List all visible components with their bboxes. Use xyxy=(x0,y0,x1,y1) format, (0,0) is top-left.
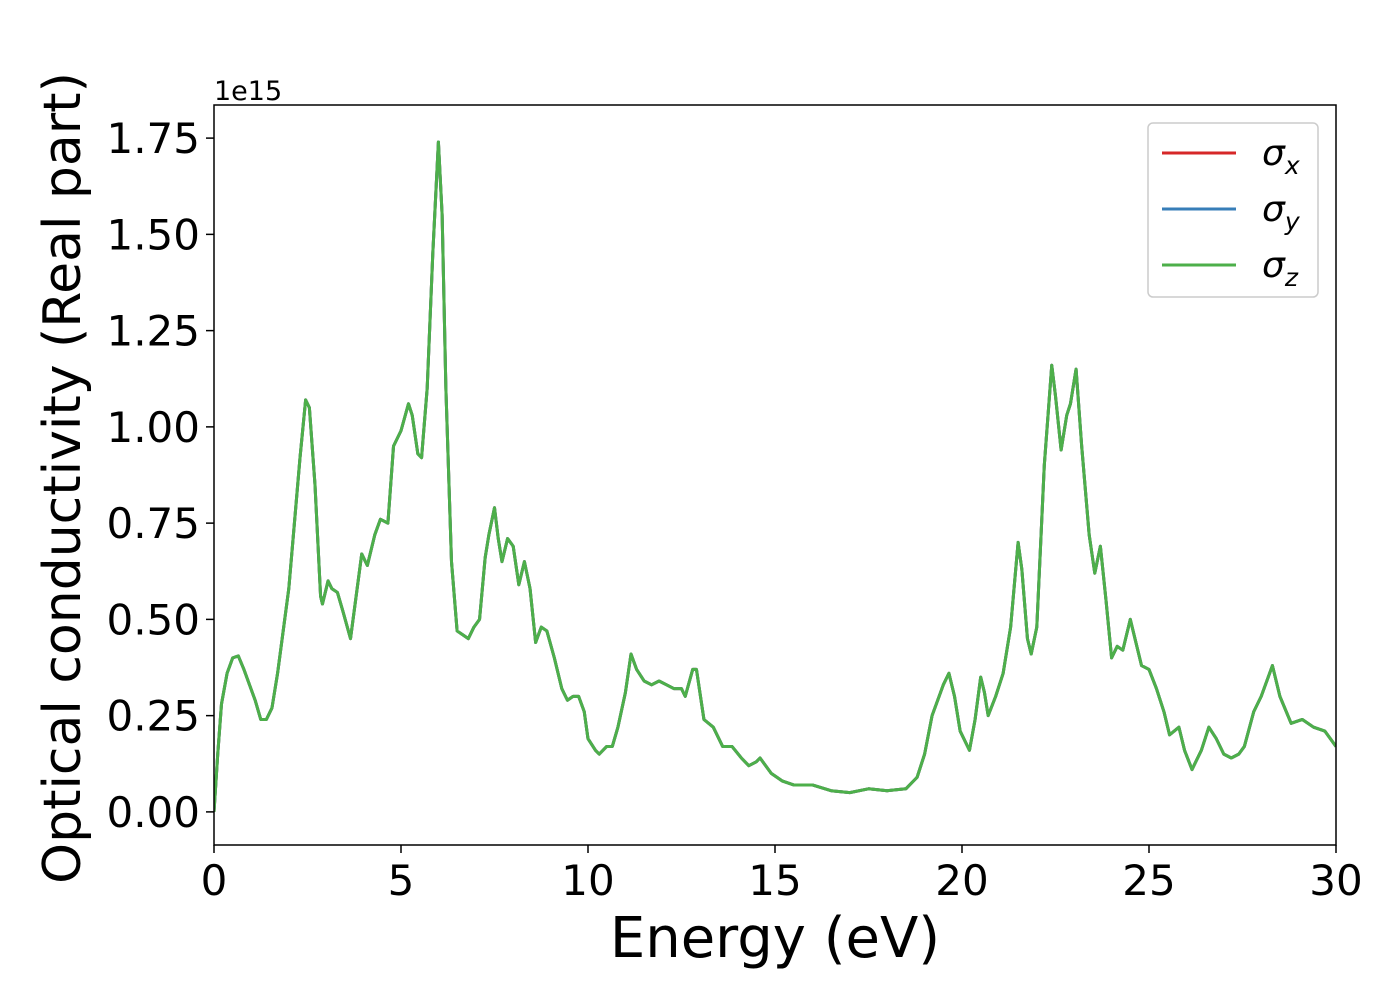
x-tick-label: 15 xyxy=(748,856,801,905)
y-tick-label: 1.00 xyxy=(106,403,200,452)
x-tick-label: 5 xyxy=(388,856,415,905)
x-tick-label: 25 xyxy=(1122,856,1175,905)
offset-label: 1e15 xyxy=(214,76,282,107)
y-tick-label: 0.75 xyxy=(106,499,200,548)
x-tick-label: 10 xyxy=(561,856,614,905)
y-tick-label: 0.50 xyxy=(106,595,200,644)
y-tick-label: 0.00 xyxy=(106,788,200,837)
plot-frame xyxy=(213,104,1337,846)
y-tick-label: 0.25 xyxy=(106,692,200,741)
y-tick-label: 1.50 xyxy=(106,210,200,259)
y-tick-label: 1.75 xyxy=(106,114,200,163)
y-tick-label: 1.25 xyxy=(106,307,200,356)
y-axis-label: Optical conductivity (Real part) xyxy=(33,72,93,884)
data-line xyxy=(214,140,1336,812)
x-tick-label: 30 xyxy=(1309,856,1362,905)
x-axis-label: Energy (eV) xyxy=(610,906,940,971)
x-tick-label: 0 xyxy=(201,856,228,905)
legend-label: σz xyxy=(1262,245,1299,292)
legend-label: σy xyxy=(1262,189,1301,236)
x-tick-label: 20 xyxy=(935,856,988,905)
legend-label: σx xyxy=(1262,133,1300,180)
